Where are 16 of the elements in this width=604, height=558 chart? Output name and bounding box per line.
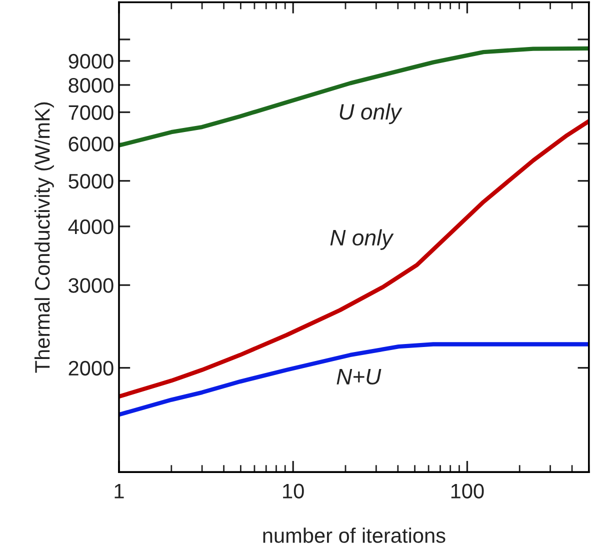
y-tick-label: 3000 xyxy=(68,278,114,293)
series-label: U only xyxy=(340,103,402,124)
y-tick-label: 9000 xyxy=(68,54,114,69)
series-label: N+U xyxy=(336,369,382,385)
y-tick-label: 2000 xyxy=(68,360,114,376)
y-axis-title: Thermal Conductivity (W/mK) xyxy=(34,102,54,373)
y-tick-label: 6000 xyxy=(68,136,114,152)
y-tick-label: 5000 xyxy=(68,174,114,189)
y-tick-label: 7000 xyxy=(68,105,114,120)
x-tick-label: 1 xyxy=(114,484,124,498)
x-tick-label: 10 xyxy=(283,484,304,498)
series-label: N only xyxy=(330,229,394,250)
y-tick-label: 4000 xyxy=(68,219,114,234)
y-tick-label: 8000 xyxy=(68,78,114,93)
x-tick-label: 100 xyxy=(451,484,484,498)
x-axis-title: number of iterations xyxy=(263,528,446,543)
